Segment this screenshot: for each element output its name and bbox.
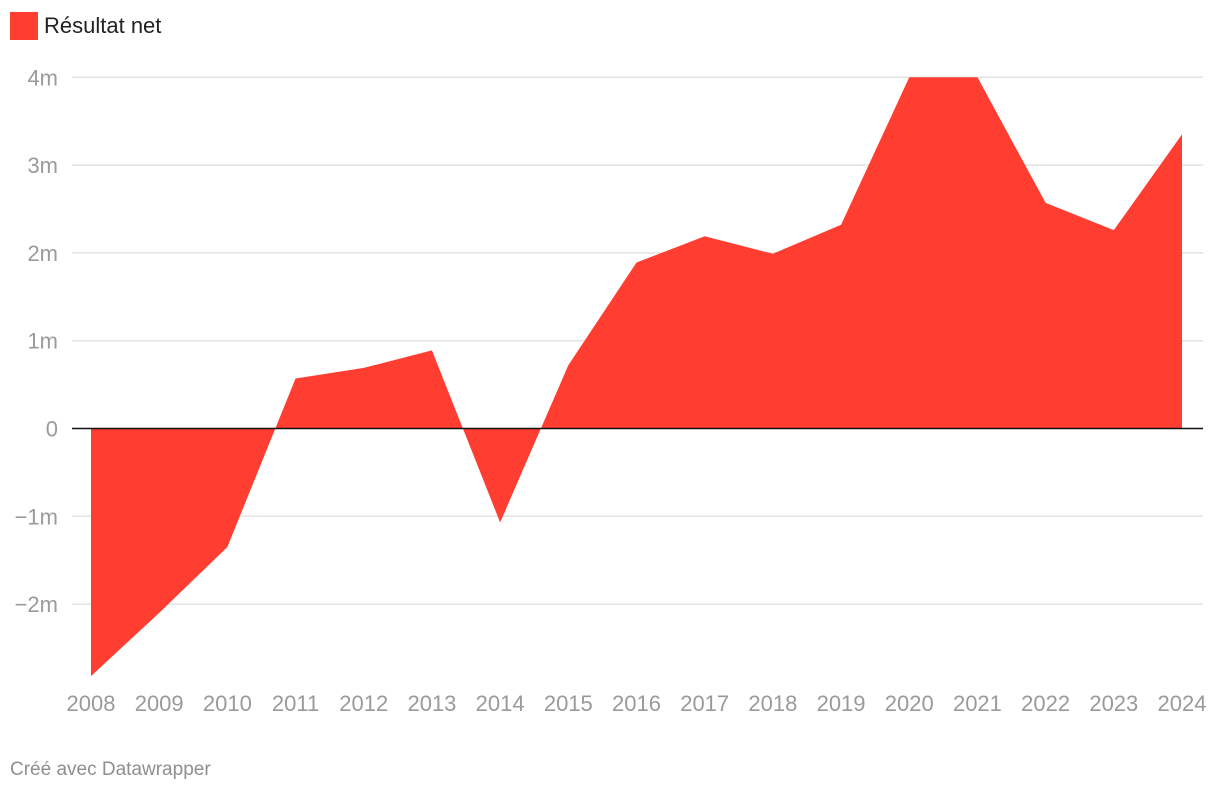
x-tick-label: 2017 <box>680 691 729 716</box>
credit-text: Créé avec Datawrapper <box>10 759 211 780</box>
x-tick-label: 2012 <box>339 691 388 716</box>
y-axis-tick-labels: −2m −1m 0 1m 2m 3m 4m <box>15 65 58 617</box>
y-tick-label: −2m <box>15 592 58 617</box>
x-tick-label: 2014 <box>476 691 525 716</box>
x-tick-label: 2008 <box>67 691 116 716</box>
area-fill <box>91 77 1182 677</box>
y-tick-label: 1m <box>27 329 58 354</box>
y-tick-label: 4m <box>27 65 58 90</box>
x-tick-label: 2011 <box>272 691 319 716</box>
legend-swatch <box>10 12 38 40</box>
x-tick-label: 2020 <box>885 691 934 716</box>
x-tick-label: 2024 <box>1158 691 1207 716</box>
area-chart: −2m −1m 0 1m 2m 3m 4m 2008 2009 2010 2011 2012 2013… <box>15 65 1207 716</box>
x-tick-label: 2023 <box>1089 691 1138 716</box>
y-tick-label: 0 <box>46 417 58 442</box>
x-tick-label: 2022 <box>1021 691 1070 716</box>
x-axis-tick-labels: 2008 2009 2010 2011 2012 2013 2014 2015 2016 2017… <box>67 691 1207 716</box>
chart-legend: Résultat net <box>10 12 161 40</box>
x-tick-label: 2013 <box>407 691 456 716</box>
y-tick-label: 3m <box>27 153 58 178</box>
x-tick-label: 2019 <box>817 691 866 716</box>
x-tick-label: 2009 <box>135 691 184 716</box>
x-tick-label: 2018 <box>748 691 797 716</box>
y-tick-label: 2m <box>27 241 58 266</box>
legend-label: Résultat net <box>44 13 162 38</box>
y-tick-label: −1m <box>15 504 58 529</box>
x-tick-label: 2016 <box>612 691 661 716</box>
x-tick-label: 2015 <box>544 691 593 716</box>
x-tick-label: 2021 <box>953 691 1002 716</box>
area-series <box>91 77 1182 677</box>
x-tick-label: 2010 <box>203 691 252 716</box>
